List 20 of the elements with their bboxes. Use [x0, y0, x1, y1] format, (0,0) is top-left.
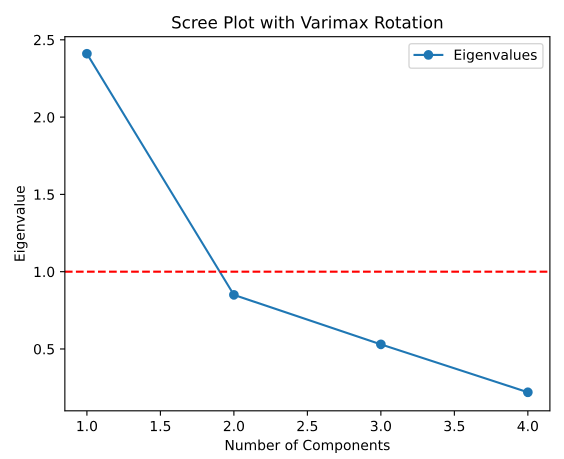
y-tick-label: 0.5	[34, 344, 54, 354]
point	[376, 339, 386, 350]
x-tick-label: 1.5	[150, 420, 170, 432]
point	[229, 290, 239, 300]
x-tick-label: 1.0	[77, 420, 98, 432]
point	[522, 387, 533, 398]
x-tick-label: 2.5	[297, 420, 318, 432]
y-tick-label: 1.5	[34, 190, 54, 200]
x-tick-label: 3.0	[370, 420, 391, 432]
x-axis-title: Number of Components	[226, 440, 390, 453]
x-tick-label: 3.5	[444, 420, 464, 432]
y-tick-label: 1.0	[34, 266, 54, 278]
legend-label: Eigenvalues	[454, 49, 537, 63]
y-tick-label: 2.0	[34, 112, 54, 123]
chart-title: Scree Plot with Varimax Rotation	[172, 16, 442, 29]
x-tick-label: 4.0	[517, 420, 538, 432]
y-axis-title: Eigenvalue	[14, 186, 28, 261]
point	[82, 48, 92, 59]
x-tick-label: 2.0	[224, 420, 244, 432]
y-tick-label: 2.5	[34, 34, 54, 46]
